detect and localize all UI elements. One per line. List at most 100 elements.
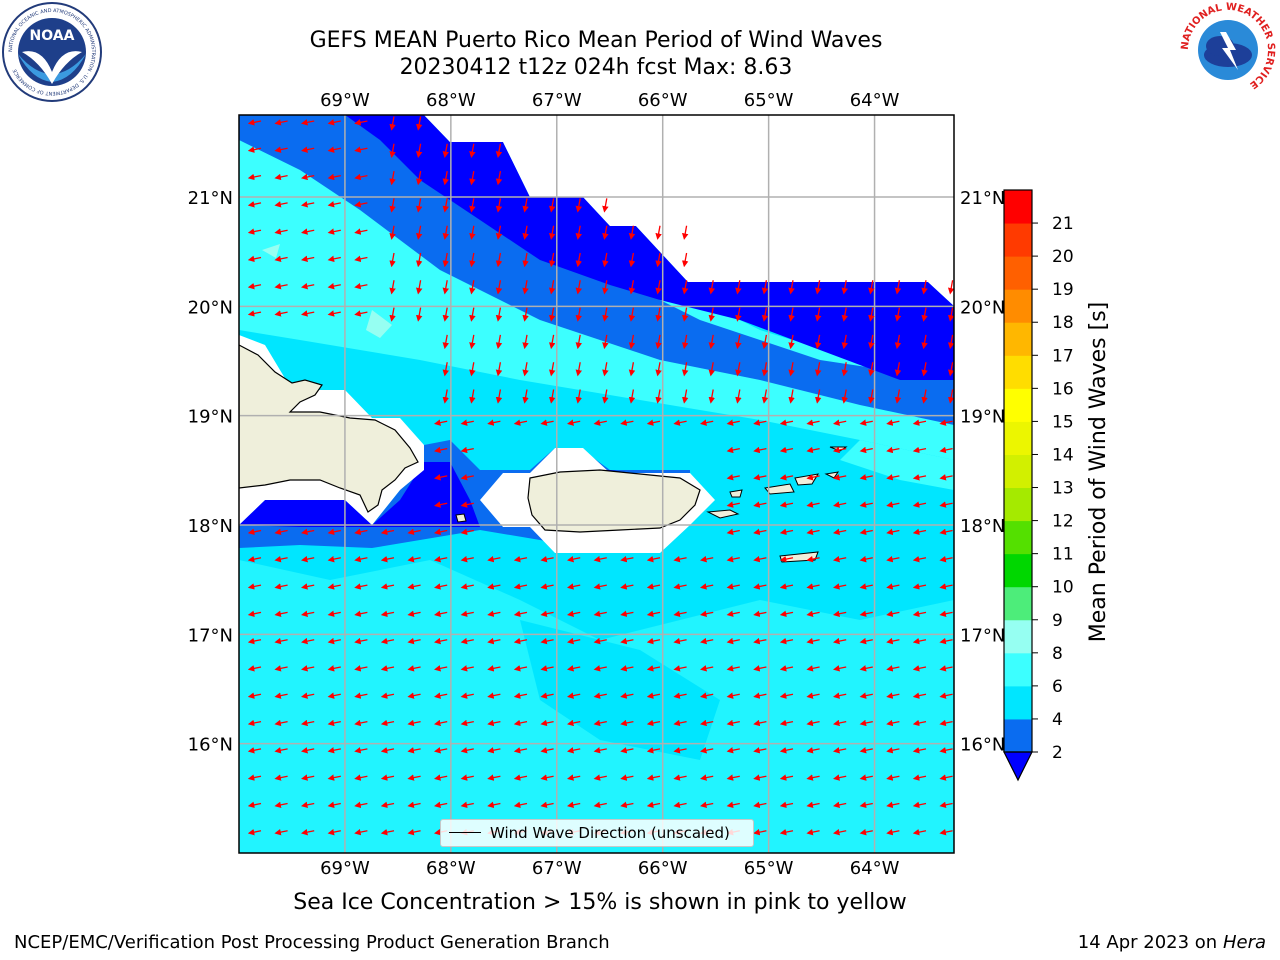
wind-wave-arrow-278 (726, 555, 740, 563)
wind-wave-arrow-22 (389, 170, 396, 186)
wind-wave-arrow-284 (886, 555, 900, 563)
wind-wave-arrow-190 (460, 419, 474, 426)
wind-wave-arrow-480 (354, 774, 368, 781)
wind-wave-arrow-517 (620, 801, 634, 809)
wind-wave-arrow-173 (548, 389, 556, 404)
wind-wave-arrow-482 (407, 774, 421, 781)
wind-wave-arrow-376 (460, 665, 474, 672)
wind-wave-arrow-473 (886, 747, 900, 754)
wind-wave-arrow-98 (868, 280, 875, 295)
wind-wave-arrow-124 (841, 307, 848, 322)
wind-wave-arrow-92 (708, 280, 715, 295)
wind-wave-arrow-530 (247, 828, 262, 836)
nws-logo: NATIONAL WEATHER SERVICE (1180, 2, 1276, 98)
wind-wave-arrow-520 (700, 801, 714, 809)
wind-wave-arrow-144 (841, 334, 848, 350)
wind-wave-arrow-0 (247, 119, 262, 126)
wind-wave-arrow-167 (921, 362, 928, 377)
wind-wave-arrow-165 (868, 362, 875, 377)
wind-wave-arrow-232 (460, 501, 474, 508)
wind-wave-arrow-94 (761, 280, 769, 295)
wind-wave-arrow-9 (301, 146, 315, 153)
wind-wave-arrow-181 (761, 389, 769, 404)
wind-wave-arrow-346 (380, 637, 395, 645)
lat-tick-left-4: 17°N (188, 625, 233, 646)
wind-wave-arrow-180 (735, 389, 742, 404)
wind-wave-arrow-103 (274, 310, 288, 317)
wind-wave-arrow-193 (540, 419, 554, 426)
wind-wave-arrow-365 (886, 637, 900, 645)
wind-wave-arrow-24 (442, 170, 449, 186)
wind-wave-arrow-521 (726, 801, 740, 809)
wind-wave-arrow-297 (513, 583, 528, 590)
wind-wave-arrow-418 (859, 692, 873, 699)
wind-wave-arrow-535 (380, 828, 395, 836)
wind-wave-arrow-285 (912, 555, 927, 563)
wind-wave-arrow-413 (726, 692, 740, 699)
wind-wave-arrow-151 (495, 362, 503, 377)
noaa-logo: NOAA NATIONAL OCEANIC AND ATMOSPHERIC AD… (2, 2, 102, 102)
lat-tick-right-1: 20°N (960, 297, 1005, 318)
wind-wave-arrow-125 (868, 307, 875, 322)
wind-wave-arrow-422 (247, 719, 262, 727)
wind-wave-arrow-296 (487, 583, 501, 590)
wind-wave-arrow-208 (939, 419, 953, 426)
colorbar-segment-15 (1004, 223, 1032, 257)
wind-wave-arrow-364 (859, 637, 873, 645)
wind-wave-arrow-32 (389, 198, 396, 213)
wind-wave-arrow-437 (646, 719, 661, 727)
wind-wave-arrow-20 (327, 173, 341, 181)
wind-wave-arrow-93 (735, 280, 742, 295)
wind-wave-arrow-118 (681, 307, 689, 322)
wind-wave-arrow-471 (833, 747, 847, 754)
colorbar: 2 4 6 8 9 10 11 12 13 14 15 16 17 18 19 20 21 (1003, 189, 1074, 782)
wind-wave-arrow-314 (247, 610, 262, 617)
wind-wave-arrow-45 (354, 228, 368, 235)
culebra-island (729, 489, 743, 498)
wind-wave-arrow-304 (700, 583, 714, 590)
wind-wave-arrow-350 (487, 637, 501, 645)
wind-wave-arrow-64 (415, 252, 423, 268)
wind-wave-arrow-96 (814, 280, 822, 295)
wind-wave-arrow-292 (380, 583, 395, 590)
wind-wave-arrow-260 (247, 555, 262, 563)
wind-wave-arrow-253 (779, 528, 794, 536)
wind-wave-arrow-5 (389, 116, 396, 131)
wind-wave-arrow-179 (708, 389, 715, 404)
wind-wave-arrow-339 (912, 610, 927, 617)
wind-wave-arrow-351 (513, 637, 528, 645)
wind-wave-arrow-363 (833, 637, 847, 645)
wind-wave-arrow-195 (593, 419, 607, 426)
colorbar-tick-label-16: 21 (1052, 214, 1074, 234)
colorbar-tick-label-0: 2 (1052, 743, 1063, 763)
lon-tick-bottom-3: 66°W (638, 858, 688, 879)
wind-wave-arrow-485 (487, 774, 501, 781)
lon-tick-top-5: 64°W (850, 90, 900, 111)
wind-wave-arrow-335 (806, 610, 820, 617)
wind-wave-arrow-534 (354, 828, 368, 836)
wind-wave-arrow-198 (673, 419, 687, 426)
wind-wave-arrow-75 (247, 282, 262, 290)
wind-wave-arrow-276 (673, 555, 687, 563)
wind-wave-arrow-357 (673, 637, 687, 645)
wind-wave-arrow-455 (407, 747, 421, 754)
wind-wave-arrow-406 (540, 692, 554, 699)
wind-wave-arrow-214 (806, 446, 820, 454)
wind-wave-arrow-469 (779, 747, 794, 754)
wind-wave-arrow-60 (301, 255, 315, 263)
wind-wave-arrow-424 (301, 719, 315, 727)
wind-wave-arrow-490 (620, 774, 634, 781)
wind-wave-arrow-148 (947, 334, 954, 350)
colorbar-segment-13 (1004, 289, 1032, 323)
wind-wave-arrow-431 (487, 719, 501, 727)
wind-wave-arrow-48 (442, 225, 449, 240)
wind-wave-arrow-354 (593, 637, 607, 645)
wind-wave-arrow-265 (380, 555, 395, 563)
wind-wave-arrow-484 (460, 774, 474, 781)
wind-wave-arrow-157 (655, 362, 662, 377)
wind-wave-arrow-450 (274, 747, 288, 754)
wind-wave-arrow-241 (939, 501, 953, 508)
wind-wave-arrow-51 (522, 225, 529, 240)
wind-wave-arrow-188 (947, 389, 954, 404)
wind-wave-arrow-135 (602, 334, 609, 350)
